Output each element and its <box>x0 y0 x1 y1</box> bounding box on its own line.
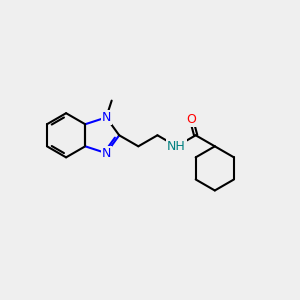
Text: N: N <box>101 147 111 160</box>
Text: NH: NH <box>167 140 186 153</box>
Text: N: N <box>101 111 111 124</box>
Text: O: O <box>187 113 196 126</box>
